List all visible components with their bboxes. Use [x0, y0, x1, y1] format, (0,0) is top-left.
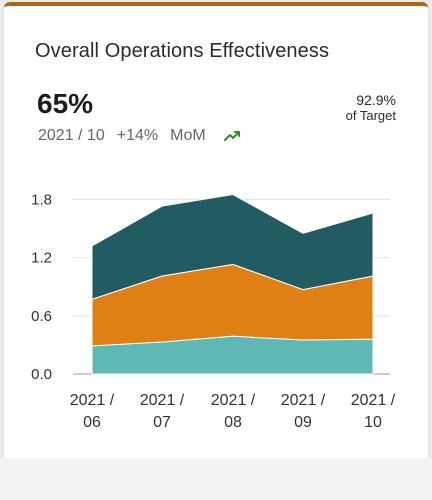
y-tick-label: 1.2 — [31, 250, 52, 267]
target-value: 92.9% — [356, 92, 396, 108]
x-tick-label: 2021 / — [211, 392, 256, 409]
x-tick-label: 2021 / — [70, 392, 115, 409]
target-label: of Target — [345, 108, 396, 123]
x-tick-label: 07 — [153, 414, 171, 431]
kpi-value: 65% — [37, 88, 94, 119]
x-tick-label: 08 — [224, 414, 242, 431]
change-basis: MoM — [170, 127, 206, 144]
area-series-3 — [91, 194, 374, 301]
x-tick-label: 10 — [364, 414, 382, 431]
y-tick-label: 0.0 — [31, 366, 52, 383]
card-title: Overall Operations Effectiveness — [35, 40, 330, 62]
change-value: +14% — [116, 127, 159, 144]
y-tick-label: 0.6 — [31, 308, 52, 325]
kpi-subline: 2021 / 10 +14% MoM — [38, 127, 242, 145]
x-tick-label: 2021 / — [351, 392, 396, 409]
y-tick-label: 1.8 — [31, 191, 52, 208]
x-tick-label: 09 — [294, 414, 312, 431]
target-block: 92.9% of Target — [346, 92, 396, 124]
x-tick-label: 06 — [83, 414, 101, 431]
footer-strip — [0, 458, 432, 500]
x-tick-label: 2021 / — [281, 392, 326, 409]
trend-up-icon — [223, 131, 240, 141]
x-tick-label: 2021 / — [140, 392, 185, 409]
period-label: 2021 / 10 — [38, 127, 105, 144]
